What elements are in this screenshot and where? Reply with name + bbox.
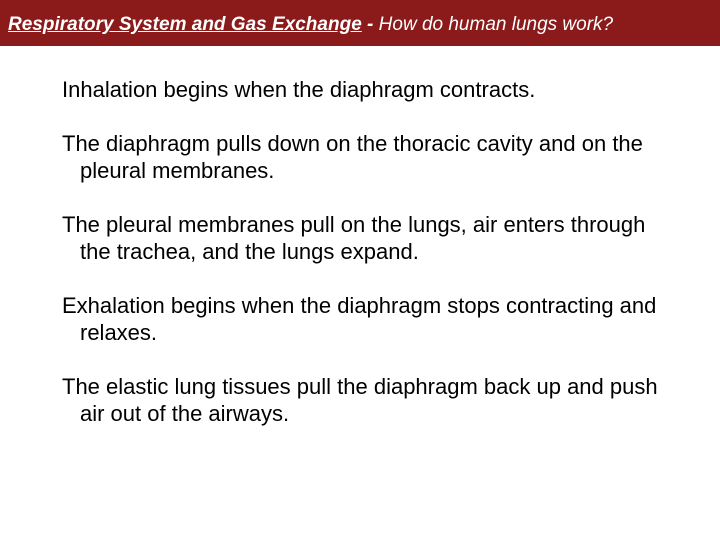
paragraph: The pleural membranes pull on the lungs,… [62, 211, 670, 266]
slide-header: Respiratory System and Gas Exchange - Ho… [0, 0, 720, 46]
slide-content: Inhalation begins when the diaphragm con… [0, 46, 720, 474]
header-question: How do human lungs work? [379, 14, 613, 35]
paragraph: Inhalation begins when the diaphragm con… [62, 76, 670, 104]
header-topic: Respiratory System and Gas Exchange [8, 14, 362, 35]
paragraph: Exhalation begins when the diaphragm sto… [62, 292, 670, 347]
paragraph: The elastic lung tissues pull the diaphr… [62, 373, 670, 428]
header-text: Respiratory System and Gas Exchange - Ho… [8, 14, 613, 35]
paragraph: The diaphragm pulls down on the thoracic… [62, 130, 670, 185]
header-separator: - [362, 14, 379, 35]
